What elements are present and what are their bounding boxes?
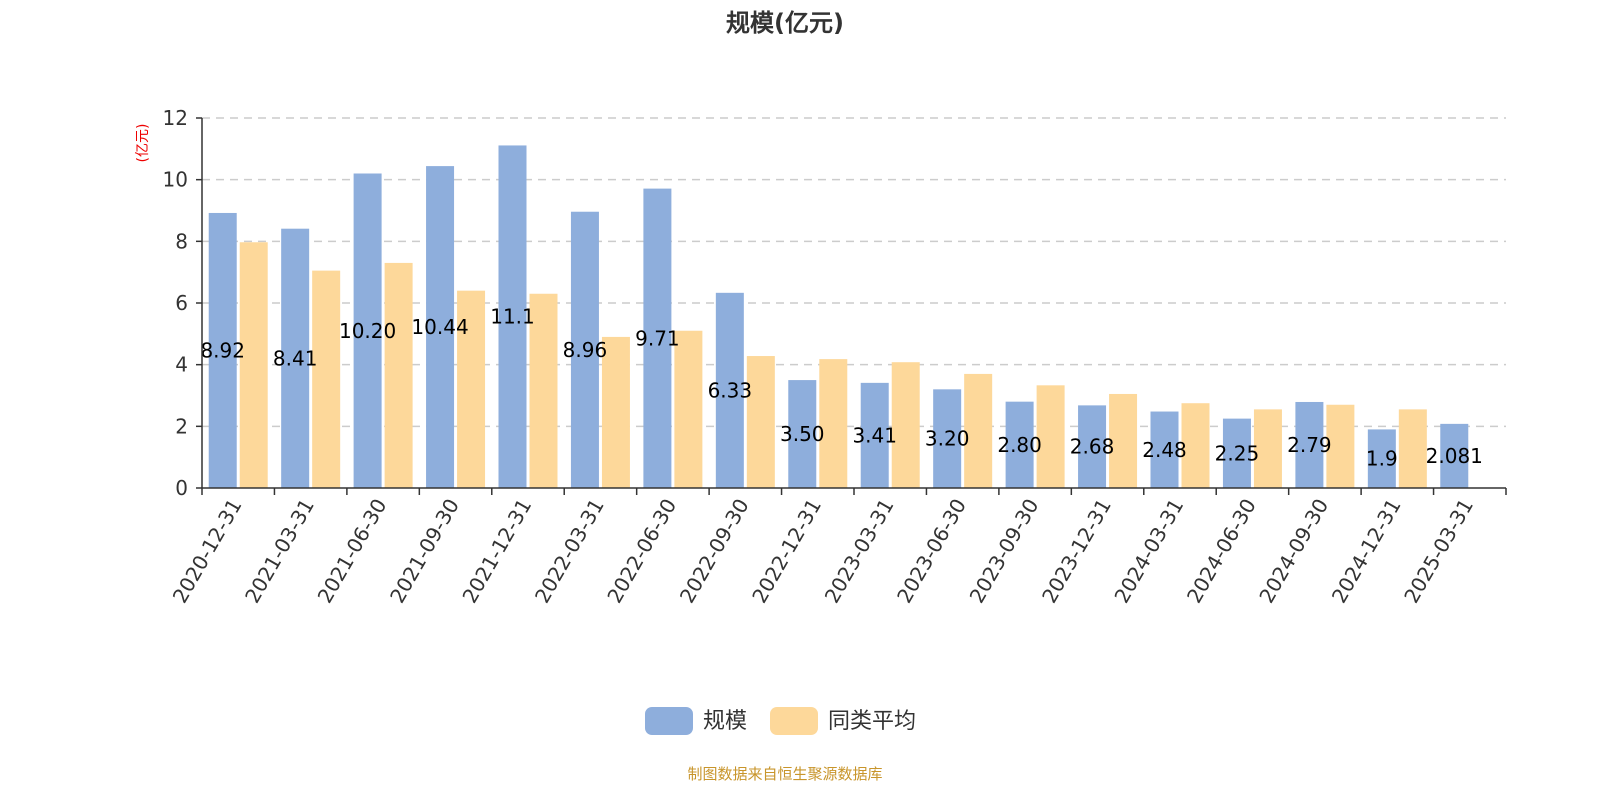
data-labels: 8.92 8.41 10.20 10.44 11.1 8.96 9.71 6.33 3.50 3.… [200,305,1482,471]
bar-peer-average[interactable] [891,362,920,488]
y-tick-label: 2 [175,414,188,438]
bar-scale[interactable] [1440,423,1469,488]
bar-scale[interactable] [426,166,455,488]
x-tick-label: 2021-06-30 [313,495,392,608]
x-tick-label: 2025-03-31 [1399,495,1478,608]
data-label: 8.92 [200,338,245,362]
data-label: 3.41 [852,423,897,447]
source-note: 制图数据来自恒生聚源数据库 [687,765,882,783]
bar-scale[interactable] [788,380,817,488]
bar-peer-average[interactable] [239,242,268,488]
bar-scale[interactable] [570,211,599,488]
y-tick-label: 4 [175,353,188,377]
data-label: 2.79 [1287,433,1332,457]
data-label: 2.80 [997,433,1042,457]
x-tick-label: 2024-09-30 [1254,495,1333,608]
bar-peer-average[interactable] [964,373,993,488]
y-tick-label: 12 [163,106,188,130]
bar-peer-average[interactable] [674,330,703,488]
bars [208,145,1469,489]
bar-peer-average[interactable] [1036,385,1065,488]
x-tick-label: 2020-12-31 [168,495,247,608]
data-label: 9.71 [635,326,680,350]
data-label: 11.1 [490,305,535,329]
data-label: 10.44 [411,315,468,339]
data-label: 8.41 [273,346,318,370]
bar-scale[interactable] [208,212,237,488]
chart-title: 规模(亿元) [726,9,844,37]
bar-peer-average[interactable] [1181,403,1210,488]
bar-scale[interactable] [1295,401,1324,488]
bar-scale[interactable] [498,145,527,489]
bar-scale[interactable] [1005,401,1034,488]
data-label: 2.25 [1215,441,1260,465]
y-tick-label: 10 [163,168,188,192]
bar-scale[interactable] [1222,418,1251,488]
legend[interactable]: 规模 同类平均 [645,707,916,735]
bar-peer-average[interactable] [1109,393,1138,488]
x-tick-label: 2022-06-30 [602,495,681,608]
x-tick-label: 2023-12-31 [1037,495,1116,608]
bar-peer-average[interactable] [746,356,775,488]
data-label: 6.33 [708,378,753,402]
bar-peer-average[interactable] [601,336,630,488]
data-label: 3.50 [780,422,825,446]
legend-swatch[interactable] [770,707,818,735]
bar-peer-average[interactable] [457,290,486,488]
x-tick-label: 2022-03-31 [530,495,609,608]
y-tick-label: 0 [175,476,188,500]
y-tick-label: 6 [175,291,188,315]
grid-lines [202,117,1506,428]
legend-swatch[interactable] [645,707,693,735]
x-tick-label: 2023-03-31 [820,495,899,608]
data-label: 1.9 [1366,447,1398,471]
bar-scale[interactable] [643,188,672,488]
bar-scale[interactable] [1078,405,1107,488]
y-unit-label: (亿元) [135,124,151,163]
bar-peer-average[interactable] [312,270,341,488]
bar-scale[interactable] [715,292,744,488]
legend-label[interactable]: 同类平均 [828,709,916,734]
bar-peer-average[interactable] [1398,409,1427,488]
bar-scale[interactable] [933,389,962,488]
x-tick-label: 2023-09-30 [965,495,1044,608]
legend-label[interactable]: 规模 [703,709,747,734]
x-tick-label: 2021-03-31 [240,495,319,608]
data-label: 3.20 [925,427,970,451]
bar-scale[interactable] [281,228,310,489]
bar-scale[interactable] [1150,411,1179,488]
bar-scale[interactable] [860,382,889,488]
data-label: 10.20 [339,319,396,343]
x-tick-label: 2021-09-30 [385,495,464,608]
x-tick-label: 2022-09-30 [675,495,754,608]
bar-peer-average[interactable] [384,262,413,488]
x-tick-label: 2024-03-31 [1109,495,1188,608]
x-tick-label: 2024-06-30 [1182,495,1261,608]
bar-peer-average[interactable] [1326,404,1355,488]
bar-peer-average[interactable] [529,293,558,488]
bar-scale[interactable] [353,173,382,489]
bar-peer-average[interactable] [819,359,848,488]
data-label: 8.96 [563,338,608,362]
data-label: 2.081 [1426,444,1483,468]
x-tick-label: 2021-12-31 [457,495,536,608]
bar-peer-average[interactable] [1253,409,1282,488]
x-tick-label: 2024-12-31 [1327,495,1406,608]
data-label: 2.48 [1142,438,1187,462]
bar-scale[interactable] [1367,429,1396,488]
data-label: 2.68 [1070,435,1115,459]
x-tick-label: 2022-12-31 [747,495,826,608]
y-tick-label: 8 [175,229,188,253]
x-tick-label: 2023-06-30 [892,495,971,608]
